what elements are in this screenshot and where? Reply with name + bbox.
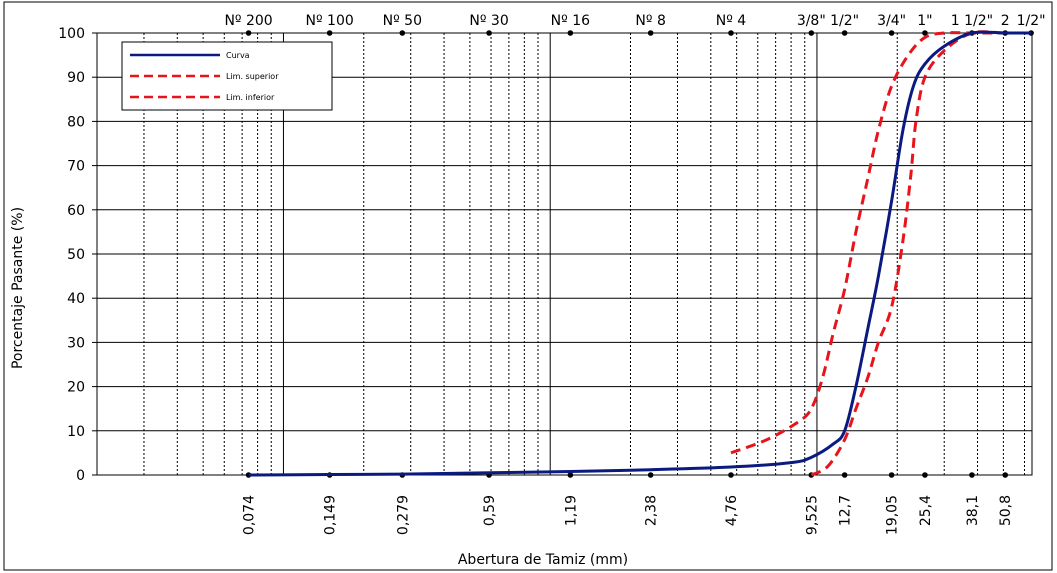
bottom-sieve-marker <box>1002 472 1009 478</box>
series-line-curva <box>248 30 1032 477</box>
bottom-sieve-label: 9,525 <box>804 495 820 535</box>
y-axis: 0 10 20 30 40 50 60 70 80 90 100 <box>58 26 97 484</box>
top-sieve-marker <box>647 30 654 36</box>
top-sieve-label: 1 1/2" <box>951 13 993 29</box>
top-sieve-label: Nº 30 <box>469 13 508 29</box>
top-sieve-label: 3/4" <box>877 13 906 29</box>
y-tick-label: 100 <box>58 26 85 42</box>
bottom-sieve-label: 38,1 <box>965 495 981 526</box>
y-axis-title: Porcentaje Pasante (%) <box>10 207 26 369</box>
top-sieve-label: Nº 16 <box>551 13 590 29</box>
top-sieve-marker <box>888 30 895 36</box>
legend-box <box>121 41 333 111</box>
top-sieve-marker <box>808 30 815 36</box>
top-sieve-label: 1/2" <box>1017 13 1046 29</box>
y-tick-label: 70 <box>67 159 85 175</box>
bottom-sieve-label: 0,074 <box>242 495 258 535</box>
y-tick-label: 50 <box>67 247 85 263</box>
top-sieve-marker <box>841 30 848 36</box>
y-tick-label: 0 <box>76 468 85 484</box>
y-tick-label: 90 <box>67 70 85 86</box>
bottom-sieve-label: 0,59 <box>482 495 498 526</box>
top-sieve-marker <box>728 30 734 36</box>
y-tick-label: 30 <box>67 335 85 351</box>
top-sieve-marker <box>326 30 333 36</box>
bottom-sieve-label: 12,7 <box>838 495 854 526</box>
bottom-sieve-marker <box>841 472 848 478</box>
top-sieve-label: Nº 200 <box>224 13 272 29</box>
bottom-sieve-label: 50,8 <box>998 495 1014 526</box>
top-sieve-label: Nº 100 <box>306 13 354 29</box>
y-tick-label: 20 <box>67 380 85 396</box>
bottom-sieve-label: 4,76 <box>724 495 740 526</box>
y-tick-label: 10 <box>67 424 85 440</box>
top-sieve-label: 2 <box>1001 13 1010 29</box>
legend-label-lim-inferior: Lim. inferior <box>226 93 275 102</box>
top-sieve-label: Nº 8 <box>635 13 665 29</box>
top-sieve-marker <box>399 30 406 36</box>
bottom-sieve-label: 1,19 <box>563 495 579 526</box>
bottom-sieve-marker <box>969 472 975 478</box>
top-sieve-marker <box>486 30 492 36</box>
top-sieve-label: 1/2" <box>830 13 859 29</box>
top-sieve-label: Nº 4 <box>716 13 747 29</box>
legend: Curva Lim. superior Lim. inferior <box>121 41 333 111</box>
top-sieve-marker <box>567 30 574 36</box>
bottom-sieve-label: 25,4 <box>918 495 934 526</box>
top-sieve-label: Nº 50 <box>383 13 422 29</box>
top-axis: Nº 200 Nº 100 Nº 50 Nº 30 Nº 16 Nº 8 Nº 4 3/8" 1… <box>224 13 1046 36</box>
legend-label-curva: Curva <box>226 51 250 60</box>
legend-label-lim-superior: Lim. superior <box>226 72 279 81</box>
x-axis-title: Abertura de Tamiz (mm) <box>458 552 628 568</box>
bottom-sieve-marker <box>647 472 654 478</box>
top-sieve-marker <box>922 30 928 36</box>
y-tick-label: 80 <box>67 114 85 130</box>
top-sieve-label: 1" <box>917 13 932 29</box>
bottom-sieve-label: 0,149 <box>323 495 339 535</box>
bottom-sieve-marker <box>728 472 734 478</box>
bottom-sieve-label: 2,38 <box>644 495 660 526</box>
y-tick-label: 40 <box>67 291 85 307</box>
top-sieve-label: 3/8" <box>797 13 826 29</box>
bottom-sieve-marker <box>567 472 574 478</box>
bottom-sieve-marker <box>922 472 928 478</box>
series-line-lim-inferior <box>810 30 1032 477</box>
bottom-sieve-label: 19,05 <box>885 495 901 535</box>
bottom-sieve-marker <box>888 472 895 478</box>
series-layer <box>248 30 1032 477</box>
bottom-sieve-label: 0,279 <box>395 495 411 535</box>
top-sieve-marker <box>245 30 252 36</box>
series-line-lim-superior <box>730 31 1032 455</box>
y-tick-label: 60 <box>67 203 85 219</box>
